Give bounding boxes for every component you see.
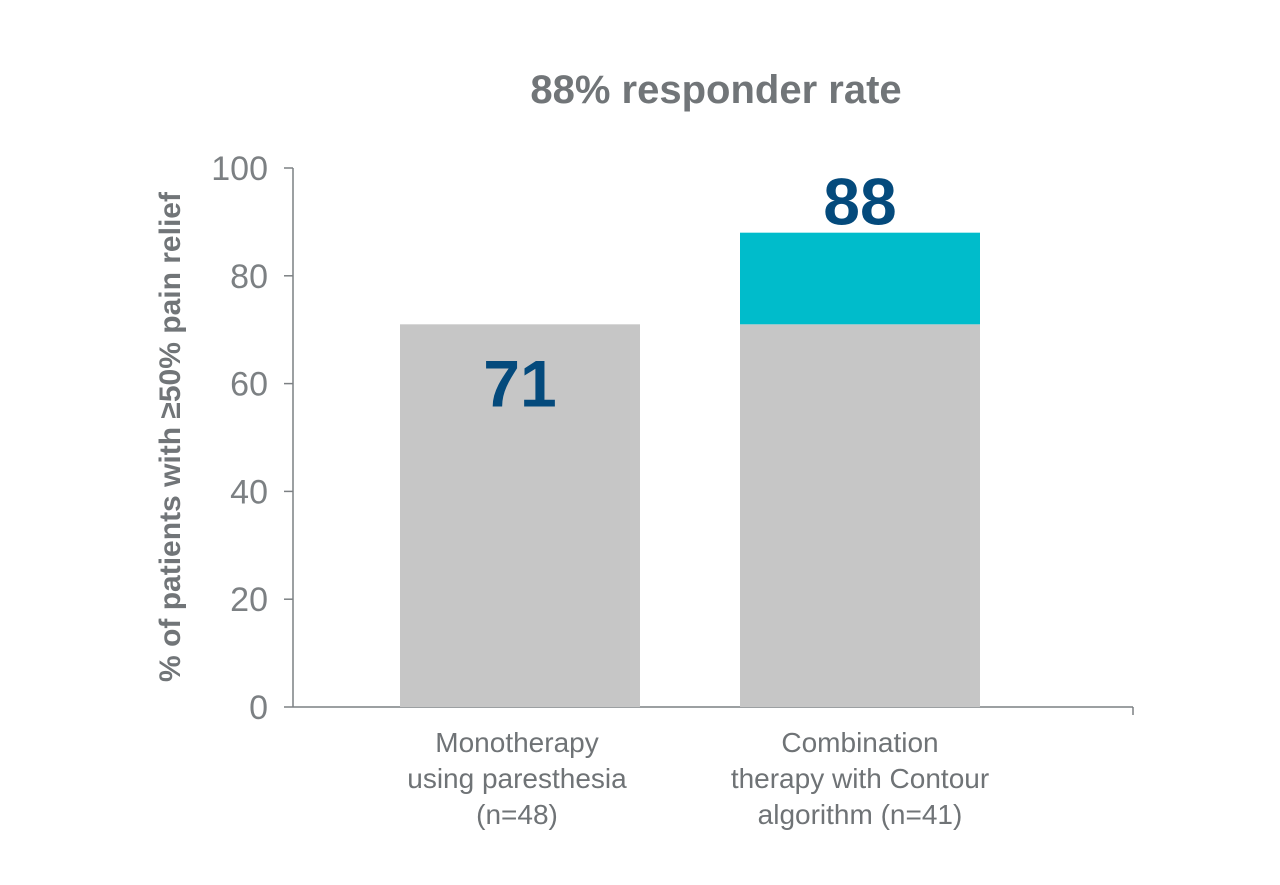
y-tick-label: 20 [230,581,268,619]
x-category-label-line: using paresthesia [407,763,627,794]
x-category-label-line: algorithm (n=41) [758,799,963,830]
data-label: 88 [823,165,896,239]
y-tick-label: 0 [249,689,268,727]
x-category-label-line: Combination [781,727,938,758]
chart-title: 88% responder rate [530,68,901,112]
data-label: 71 [483,346,556,420]
bar-increment-segment [740,232,980,325]
x-category-label-line: Monotherapy [435,727,598,758]
bars [400,232,980,707]
x-category-label-line: therapy with Contour [731,763,989,794]
y-tick-label: 60 [230,366,268,404]
y-tick-label: 100 [211,150,268,188]
x-category-label-line: (n=48) [476,799,558,830]
bar-base-segment [400,324,640,707]
labels: 71 88 Monotherapy using paresthesia (n=48) Co… [407,165,989,830]
x-category-label: Monotherapy using paresthesia (n=48) [407,727,627,830]
x-category-label: Combination therapy with Contour algorithm… [731,727,989,830]
y-axis-label: % of patients with ≥50% pain relief [154,191,187,682]
y-tick-label: 80 [230,258,268,296]
y-tick-label: 40 [230,473,268,511]
bar-base-segment [740,324,980,707]
axes: 0 20 40 60 80 100 [211,150,1134,727]
